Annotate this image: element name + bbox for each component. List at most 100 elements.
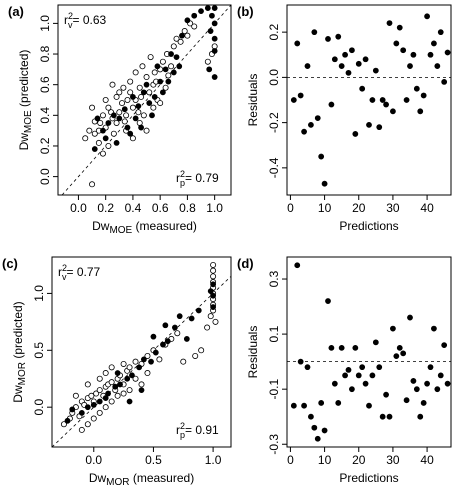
- filled-point: [407, 63, 413, 69]
- filled-point: [211, 48, 218, 54]
- open-point: [113, 93, 120, 100]
- open-point: [143, 74, 150, 81]
- filled-point: [172, 324, 178, 331]
- filled-point: [424, 13, 430, 20]
- plot-frame: [51, 256, 232, 448]
- filled-point: [102, 395, 109, 401]
- open-point: [120, 84, 127, 91]
- filled-point: [366, 402, 372, 409]
- filled-point: [148, 358, 154, 365]
- x-tick-label: 0.4: [125, 201, 142, 215]
- filled-point: [146, 100, 153, 106]
- filled-point: [179, 32, 185, 39]
- filled-point: [113, 140, 120, 146]
- open-point: [102, 370, 109, 377]
- filled-point: [138, 387, 145, 394]
- identity-line: [61, 5, 231, 195]
- open-point: [181, 28, 188, 35]
- filled-point: [355, 60, 362, 67]
- open-point: [147, 54, 154, 61]
- open-point: [204, 58, 211, 65]
- y-axis-label: Residuals: [246, 326, 260, 379]
- filled-point: [130, 94, 136, 100]
- filled-point: [207, 288, 214, 295]
- filled-point: [390, 108, 396, 115]
- filled-point: [207, 28, 214, 34]
- open-point: [126, 364, 133, 371]
- y-tick-label: -0.4: [267, 157, 281, 178]
- y-tick-label: 0.3: [267, 270, 281, 287]
- open-point: [157, 100, 164, 107]
- filled-point: [301, 402, 307, 409]
- y-tick-label: 0.2: [38, 137, 52, 154]
- panel-d: (d) 0 10 20 30 40 -0.3 -0.1 0.1 0.3 Predictions Res…: [237, 256, 452, 485]
- open-point: [108, 364, 115, 371]
- filled-point: [157, 78, 164, 85]
- open-point: [162, 84, 169, 91]
- filled-point: [396, 344, 403, 351]
- filled-point: [321, 180, 328, 187]
- open-point: [177, 38, 184, 45]
- filled-point: [386, 413, 393, 420]
- open-point: [116, 109, 123, 116]
- filled-point: [176, 313, 183, 320]
- open-point: [174, 330, 181, 337]
- filled-point: [342, 372, 348, 379]
- filled-point: [318, 400, 325, 406]
- open-point: [126, 387, 133, 394]
- open-point: [102, 97, 109, 104]
- y-tick-label: 0.0: [32, 399, 46, 416]
- x-tick-label: 10: [318, 453, 332, 467]
- open-point: [212, 318, 219, 325]
- x-tick-label: 10: [318, 201, 332, 215]
- annotation-superscript: 2: [180, 421, 185, 431]
- x-axis-label: Predictions: [339, 471, 398, 485]
- filled-point: [352, 131, 359, 137]
- open-point: [173, 35, 180, 42]
- filled-point: [427, 51, 434, 58]
- filled-point: [135, 103, 142, 110]
- r2-validation-annotation: r2 v= 0.77: [58, 263, 101, 282]
- filled-point: [410, 51, 417, 58]
- x-axis-label: DwMOR (measured): [89, 471, 194, 488]
- filled-point: [124, 124, 131, 131]
- x-axis-label-subscript: MOE: [109, 225, 132, 236]
- open-point: [210, 273, 217, 280]
- filled-point: [140, 89, 147, 96]
- filled-point: [105, 390, 111, 397]
- open-point: [156, 356, 163, 363]
- x-tick-label: 40: [420, 201, 434, 215]
- filled-point: [420, 92, 427, 99]
- panel-c: (c) 0.0 0.5 1.0 0.0 0.5 1.0 DwMOR (measured) DwM…: [2, 256, 232, 488]
- r2-prediction-annotation: r2 p= 0.91: [176, 421, 219, 440]
- filled-point: [424, 380, 430, 387]
- open-point: [119, 100, 126, 107]
- open-point: [97, 119, 104, 126]
- filled-point: [362, 56, 369, 63]
- open-point: [132, 69, 139, 76]
- filled-point: [434, 386, 441, 393]
- filled-point: [427, 364, 434, 371]
- open-point: [108, 398, 115, 405]
- filled-point: [165, 78, 172, 85]
- points: [82, 5, 218, 188]
- filled-point: [417, 413, 424, 420]
- filled-point: [393, 40, 400, 47]
- x-tick-label: 0.5: [145, 453, 162, 467]
- x-tick-label: 0.6: [152, 201, 169, 215]
- open-point: [192, 352, 199, 359]
- x-tick-label: 20: [352, 201, 366, 215]
- filled-point: [431, 40, 437, 47]
- x-tick-label: 40: [420, 453, 434, 467]
- filled-point: [308, 121, 314, 128]
- open-point: [123, 112, 130, 119]
- x-axis-label: Predictions: [339, 219, 398, 233]
- filled-point: [441, 342, 448, 349]
- filled-point: [198, 8, 204, 15]
- open-point: [127, 89, 134, 96]
- x-tick-label: 30: [386, 201, 400, 215]
- open-point: [109, 81, 116, 88]
- filled-point: [444, 380, 451, 387]
- filled-point: [112, 383, 119, 390]
- filled-point: [400, 47, 407, 54]
